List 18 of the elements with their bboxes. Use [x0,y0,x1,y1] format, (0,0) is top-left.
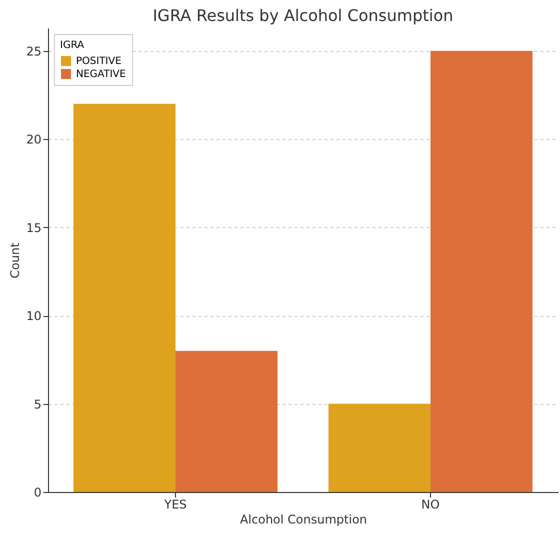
legend-title: IGRA [60,40,84,51]
bar [176,350,278,492]
y-tick-label: 20 [26,132,42,147]
legend-label: POSITIVE [76,56,122,67]
y-tick-label: 25 [26,44,42,58]
y-axis-title: Count [8,242,22,278]
chart-title: IGRA Results by Alcohol Consumption [152,6,454,25]
bar [328,404,430,492]
y-tick-label: 5 [34,397,42,412]
bar [74,104,176,492]
legend-label: NEGATIVE [76,69,126,80]
y-tick-label: 15 [26,220,42,235]
x-axis-title: Alcohol Consumption [240,512,368,526]
y-tick-label: 0 [34,486,42,500]
x-tick-label: YES [163,498,187,512]
bar [430,50,532,492]
x-tick-label: NO [421,498,440,512]
y-tick-label: 10 [26,309,42,324]
